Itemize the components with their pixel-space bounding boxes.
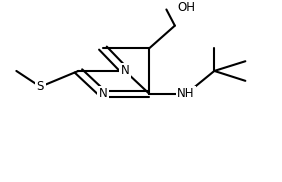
- Text: N: N: [120, 64, 129, 78]
- Text: OH: OH: [178, 1, 196, 14]
- Text: NH: NH: [177, 87, 195, 100]
- Text: N: N: [98, 87, 107, 100]
- Text: S: S: [37, 80, 44, 93]
